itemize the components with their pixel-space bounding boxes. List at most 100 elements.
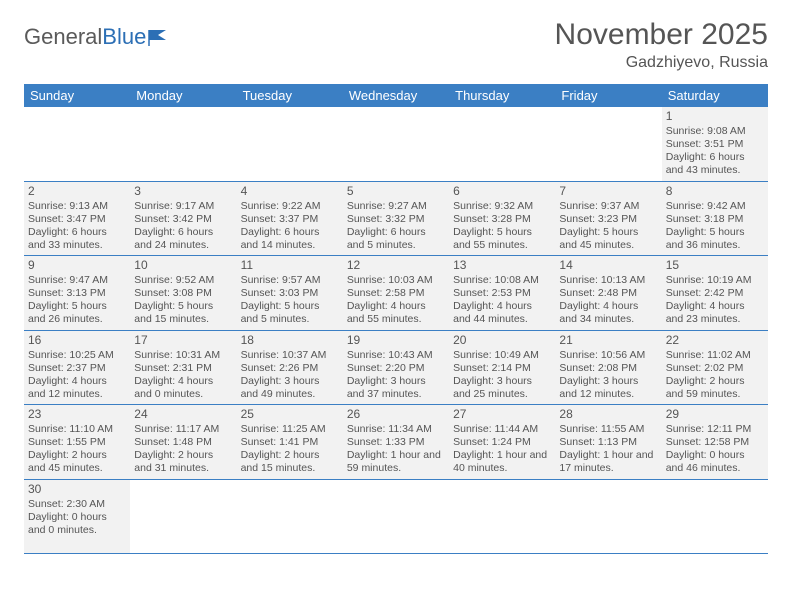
- sunset-text: Sunset: 2:37 PM: [28, 362, 126, 375]
- daylight-text: Daylight: 5 hours and 5 minutes.: [241, 300, 339, 326]
- day-header: Sunday: [24, 84, 130, 107]
- day-number: 13: [453, 258, 551, 273]
- day-number: 19: [347, 333, 445, 348]
- calendar-cell: 3Sunrise: 9:17 AMSunset: 3:42 PMDaylight…: [130, 181, 236, 256]
- calendar-cell: [343, 479, 449, 553]
- daylight-text: Daylight: 3 hours and 12 minutes.: [559, 375, 657, 401]
- daylight-text: Daylight: 5 hours and 55 minutes.: [453, 226, 551, 252]
- sunset-text: Sunset: 2:08 PM: [559, 362, 657, 375]
- calendar-cell: [555, 479, 661, 553]
- daylight-text: Daylight: 4 hours and 0 minutes.: [134, 375, 232, 401]
- day-number: 11: [241, 258, 339, 273]
- location: Gadzhiyevo, Russia: [555, 54, 768, 72]
- sunrise-text: Sunrise: 10:49 AM: [453, 349, 551, 362]
- sunrise-text: Sunrise: 10:19 AM: [666, 274, 764, 287]
- calendar-cell: 24Sunrise: 11:17 AMSunset: 1:48 PMDaylig…: [130, 405, 236, 480]
- sunset-text: Sunset: 2:20 PM: [347, 362, 445, 375]
- daylight-text: Daylight: 4 hours and 12 minutes.: [28, 375, 126, 401]
- calendar-cell: 8Sunrise: 9:42 AMSunset: 3:18 PMDaylight…: [662, 181, 768, 256]
- calendar-cell: 12Sunrise: 10:03 AMSunset: 2:58 PMDaylig…: [343, 256, 449, 331]
- calendar-week-row: 16Sunrise: 10:25 AMSunset: 2:37 PMDaylig…: [24, 330, 768, 405]
- sunrise-text: Sunrise: 9:32 AM: [453, 200, 551, 213]
- day-number: 4: [241, 184, 339, 199]
- sunrise-text: Sunrise: 9:47 AM: [28, 274, 126, 287]
- day-header: Thursday: [449, 84, 555, 107]
- daylight-text: Daylight: 3 hours and 25 minutes.: [453, 375, 551, 401]
- calendar-cell: [449, 107, 555, 181]
- sunrise-text: Sunrise: 10:03 AM: [347, 274, 445, 287]
- calendar-cell: [24, 107, 130, 181]
- day-header: Saturday: [662, 84, 768, 107]
- calendar-cell: [449, 479, 555, 553]
- sunset-text: Sunset: 3:08 PM: [134, 287, 232, 300]
- calendar-cell: 10Sunrise: 9:52 AMSunset: 3:08 PMDayligh…: [130, 256, 236, 331]
- sunrise-text: Sunrise: 9:08 AM: [666, 125, 764, 138]
- calendar-cell: 23Sunrise: 11:10 AMSunset: 1:55 PMDaylig…: [24, 405, 130, 480]
- sunset-text: Sunset: 1:13 PM: [559, 436, 657, 449]
- sunrise-text: Sunrise: 10:43 AM: [347, 349, 445, 362]
- sunset-text: Sunset: 12:58 PM: [666, 436, 764, 449]
- day-header: Monday: [130, 84, 236, 107]
- day-number: 17: [134, 333, 232, 348]
- daylight-text: Daylight: 2 hours and 45 minutes.: [28, 449, 126, 475]
- calendar-cell: 15Sunrise: 10:19 AMSunset: 2:42 PMDaylig…: [662, 256, 768, 331]
- sunset-text: Sunset: 2:30 AM: [28, 498, 126, 511]
- day-number: 12: [347, 258, 445, 273]
- sunset-text: Sunset: 1:41 PM: [241, 436, 339, 449]
- day-header-row: SundayMondayTuesdayWednesdayThursdayFrid…: [24, 84, 768, 107]
- day-number: 30: [28, 482, 126, 497]
- day-number: 29: [666, 407, 764, 422]
- calendar-cell: 27Sunrise: 11:44 AMSunset: 1:24 PMDaylig…: [449, 405, 555, 480]
- day-number: 21: [559, 333, 657, 348]
- daylight-text: Daylight: 4 hours and 34 minutes.: [559, 300, 657, 326]
- sunset-text: Sunset: 3:32 PM: [347, 213, 445, 226]
- calendar-cell: 5Sunrise: 9:27 AMSunset: 3:32 PMDaylight…: [343, 181, 449, 256]
- sunrise-text: Sunrise: 9:42 AM: [666, 200, 764, 213]
- calendar-cell: 14Sunrise: 10:13 AMSunset: 2:48 PMDaylig…: [555, 256, 661, 331]
- sunrise-text: Sunrise: 11:02 AM: [666, 349, 764, 362]
- sunrise-text: Sunrise: 9:52 AM: [134, 274, 232, 287]
- daylight-text: Daylight: 4 hours and 55 minutes.: [347, 300, 445, 326]
- daylight-text: Daylight: 6 hours and 33 minutes.: [28, 226, 126, 252]
- day-number: 8: [666, 184, 764, 199]
- calendar-cell: 21Sunrise: 10:56 AMSunset: 2:08 PMDaylig…: [555, 330, 661, 405]
- daylight-text: Daylight: 0 hours and 0 minutes.: [28, 511, 126, 537]
- month-title: November 2025: [555, 18, 768, 52]
- calendar-week-row: 1Sunrise: 9:08 AMSunset: 3:51 PMDaylight…: [24, 107, 768, 181]
- daylight-text: Daylight: 4 hours and 23 minutes.: [666, 300, 764, 326]
- sunset-text: Sunset: 2:02 PM: [666, 362, 764, 375]
- sunset-text: Sunset: 3:47 PM: [28, 213, 126, 226]
- calendar-cell: 9Sunrise: 9:47 AMSunset: 3:13 PMDaylight…: [24, 256, 130, 331]
- day-number: 27: [453, 407, 551, 422]
- calendar-cell: [555, 107, 661, 181]
- sunrise-text: Sunrise: 10:31 AM: [134, 349, 232, 362]
- day-number: 22: [666, 333, 764, 348]
- calendar-cell: 28Sunrise: 11:55 AMSunset: 1:13 PMDaylig…: [555, 405, 661, 480]
- day-number: 25: [241, 407, 339, 422]
- sunset-text: Sunset: 2:42 PM: [666, 287, 764, 300]
- sunrise-text: Sunrise: 11:34 AM: [347, 423, 445, 436]
- sunrise-text: Sunrise: 10:13 AM: [559, 274, 657, 287]
- sunset-text: Sunset: 2:26 PM: [241, 362, 339, 375]
- day-number: 28: [559, 407, 657, 422]
- daylight-text: Daylight: 5 hours and 15 minutes.: [134, 300, 232, 326]
- calendar-table: SundayMondayTuesdayWednesdayThursdayFrid…: [24, 84, 768, 554]
- sunrise-text: Sunrise: 9:37 AM: [559, 200, 657, 213]
- sunset-text: Sunset: 1:55 PM: [28, 436, 126, 449]
- day-number: 16: [28, 333, 126, 348]
- sunrise-text: Sunrise: 9:57 AM: [241, 274, 339, 287]
- day-number: 23: [28, 407, 126, 422]
- sunset-text: Sunset: 3:28 PM: [453, 213, 551, 226]
- day-number: 5: [347, 184, 445, 199]
- daylight-text: Daylight: 1 hour and 17 minutes.: [559, 449, 657, 475]
- calendar-cell: 19Sunrise: 10:43 AMSunset: 2:20 PMDaylig…: [343, 330, 449, 405]
- sunset-text: Sunset: 3:23 PM: [559, 213, 657, 226]
- calendar-cell: 13Sunrise: 10:08 AMSunset: 2:53 PMDaylig…: [449, 256, 555, 331]
- daylight-text: Daylight: 6 hours and 24 minutes.: [134, 226, 232, 252]
- sunset-text: Sunset: 2:58 PM: [347, 287, 445, 300]
- sunset-text: Sunset: 3:03 PM: [241, 287, 339, 300]
- daylight-text: Daylight: 3 hours and 37 minutes.: [347, 375, 445, 401]
- sunrise-text: Sunrise: 9:13 AM: [28, 200, 126, 213]
- calendar-cell: [343, 107, 449, 181]
- daylight-text: Daylight: 1 hour and 59 minutes.: [347, 449, 445, 475]
